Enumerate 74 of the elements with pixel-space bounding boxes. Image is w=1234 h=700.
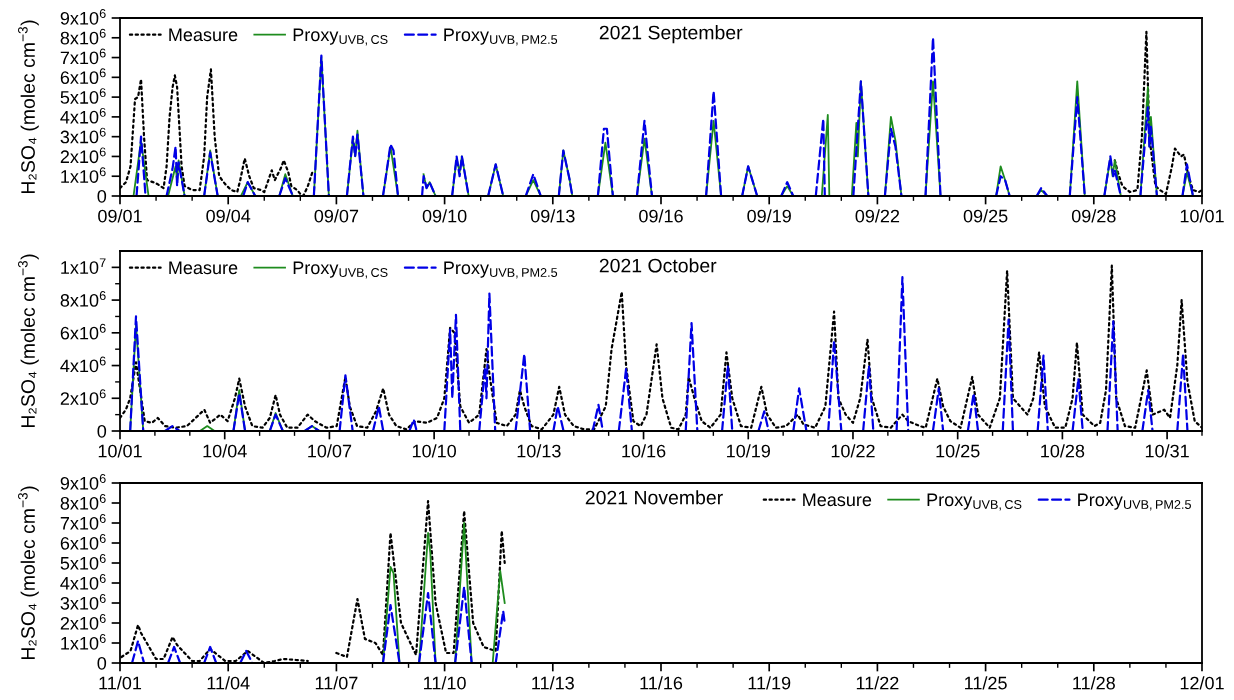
y-tick-label: 4x10$^{6}$ xyxy=(60,107,106,124)
y-tick-label: 9x10$^{6}$ xyxy=(60,9,106,25)
y-tick-label: 2x10$^{6}$ xyxy=(60,147,106,164)
x-tick-label: 09/10 xyxy=(422,209,467,223)
x-tick-label: 10/22 xyxy=(831,444,875,458)
y-tick-label: 6x10$^{6}$ xyxy=(60,68,106,85)
legend-label: Proxy$_{UVB,PM2.5}$ xyxy=(444,28,558,46)
x-tick-label: 09/04 xyxy=(206,209,251,223)
x-tick-label: 11/16 xyxy=(640,676,683,690)
y-tick-label: 8x10$^{6}$ xyxy=(60,291,106,307)
x-tick-label: 10/28 xyxy=(1041,444,1085,458)
x-tick-label: 11/13 xyxy=(532,676,574,690)
x-tick-label: 10/04 xyxy=(203,444,247,458)
legend-label: Measure xyxy=(803,493,872,507)
y-tick-label: 4x10$^{6}$ xyxy=(60,356,106,373)
x-tick-label: 09/25 xyxy=(963,209,1008,223)
y-tick-label: 1x10$^{7}$ xyxy=(61,258,106,274)
x-tick-label: 11/04 xyxy=(207,676,250,690)
chart-title: 2021 October xyxy=(599,258,717,273)
x-tick-label: 09/28 xyxy=(1071,209,1116,223)
y-tick-label: 3x10$^{6}$ xyxy=(60,127,106,144)
y-tick-label: 0 xyxy=(97,656,107,670)
x-tick-label: 11/22 xyxy=(856,676,899,690)
y-axis-title: H₂SO₄ (molec cm$^{−3}$) xyxy=(18,254,39,428)
x-tick-label: 11/19 xyxy=(748,676,791,690)
legend-label: Proxy$_{UVB,PM2.5}$ xyxy=(444,261,558,279)
x-tick-label: 12/01 xyxy=(1180,676,1224,690)
legend-label: Proxy$_{UVB,CS}$ xyxy=(927,493,1022,511)
y-tick-label: 7x10$^{6}$ xyxy=(60,514,106,530)
y-tick-label: 8x10$^{6}$ xyxy=(60,28,106,45)
legend-label: Proxy$_{UVB,PM2.5}$ xyxy=(1078,493,1191,511)
y-tick-label: 7x10$^{6}$ xyxy=(60,48,106,65)
legend-label: Proxy$_{UVB,CS}$ xyxy=(293,261,388,279)
legend-label: Measure xyxy=(169,28,238,42)
y-axis-title: H₂SO₄ (molec cm$^{−3}$) xyxy=(18,486,39,660)
y-tick-label: 2x10$^{6}$ xyxy=(60,389,106,405)
x-tick-label: 10/01 xyxy=(98,444,142,458)
x-tick-label: 11/07 xyxy=(315,676,358,690)
x-tick-label: 10/19 xyxy=(727,444,770,458)
y-tick-label: 6x10$^{6}$ xyxy=(60,534,106,550)
x-tick-label: 10/25 xyxy=(936,444,980,458)
y-tick-label: 4x10$^{6}$ xyxy=(60,574,106,590)
x-tick-label: 11/01 xyxy=(99,676,142,690)
x-tick-label: 11/28 xyxy=(1073,676,1115,690)
x-tick-label: 10/07 xyxy=(308,444,352,458)
y-tick-label: 8x10$^{6}$ xyxy=(60,494,106,510)
y-tick-label: 0 xyxy=(97,189,107,203)
y-tick-label: 1x10$^{6}$ xyxy=(61,634,106,650)
y-axis-title: H₂SO₄ (molec cm$^{−3}$) xyxy=(18,20,39,194)
x-tick-label: 09/01 xyxy=(98,209,142,223)
y-tick-label: 1x10$^{6}$ xyxy=(61,167,106,183)
x-tick-label: 11/10 xyxy=(424,676,466,690)
y-tick-label: 0 xyxy=(97,424,107,438)
x-tick-label: 10/31 xyxy=(1145,444,1189,458)
y-tick-label: 5x10$^{6}$ xyxy=(60,88,106,104)
y-tick-label: 5x10$^{6}$ xyxy=(60,554,106,570)
x-tick-label: 09/19 xyxy=(747,209,791,223)
y-tick-label: 3x10$^{6}$ xyxy=(60,594,106,610)
legend-label: Measure xyxy=(169,261,238,275)
x-tick-label: 10/01 xyxy=(1180,209,1224,223)
x-tick-label: 10/16 xyxy=(622,444,666,458)
x-tick-label: 09/13 xyxy=(530,209,575,223)
chart-title: 2021 November xyxy=(585,490,723,505)
x-tick-label: 09/16 xyxy=(639,209,683,223)
y-tick-label: 6x10$^{6}$ xyxy=(60,323,106,340)
y-tick-label: 2x10$^{6}$ xyxy=(60,614,106,630)
legend-label: Proxy$_{UVB,CS}$ xyxy=(293,28,388,46)
x-tick-label: 10/13 xyxy=(517,444,561,458)
x-tick-label: 10/10 xyxy=(412,444,457,458)
x-tick-label: 09/07 xyxy=(314,209,359,223)
chart-title: 2021 September xyxy=(599,25,743,44)
y-tick-label: 9x10$^{6}$ xyxy=(60,474,106,490)
x-tick-label: 11/25 xyxy=(965,676,1007,690)
x-tick-label: 09/22 xyxy=(855,209,900,223)
